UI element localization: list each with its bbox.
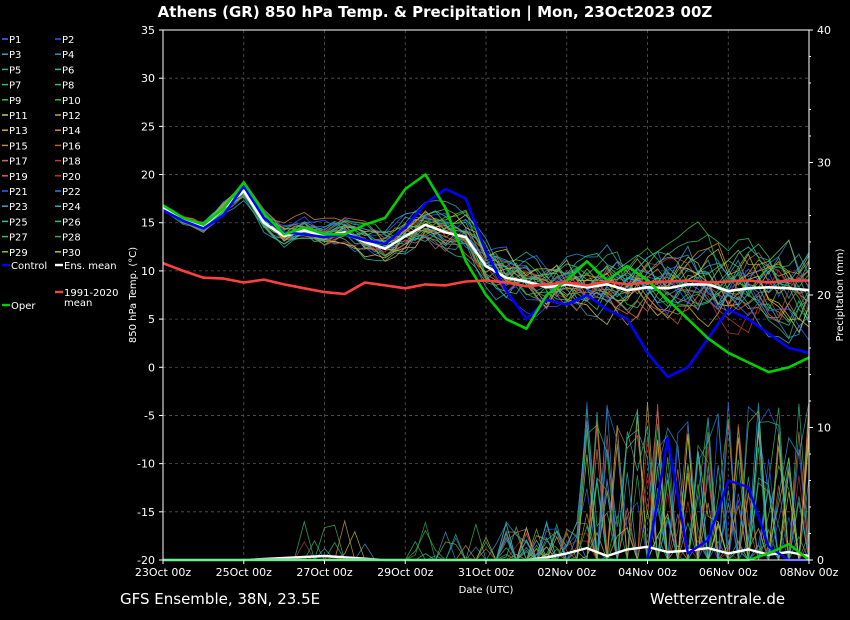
legend-label-p22: P22	[62, 187, 81, 198]
legend-label-p21: P21	[9, 187, 28, 198]
legend-label-p1: P1	[9, 35, 21, 46]
y-tick-label: 20	[141, 169, 155, 182]
footer-source: GFS Ensemble, 38N, 23.5E	[120, 590, 320, 608]
x-tick-label: 04Nov 00z	[618, 566, 677, 579]
y2-tick-label: 20	[817, 289, 831, 302]
x-tick-label: 02Nov 00z	[537, 566, 596, 579]
legend-label-p5: P5	[9, 65, 21, 76]
legend-label-climatology: 1991-2020 mean	[64, 288, 119, 309]
x-tick-label: 25Oct 00z	[216, 566, 273, 579]
legend-label-p2: P2	[62, 35, 74, 46]
member-line-p26	[162, 191, 810, 295]
legend-label-p20: P20	[62, 172, 81, 183]
legend-label-p9: P9	[9, 96, 21, 107]
series-control	[162, 184, 810, 379]
legend-label-p10: P10	[62, 96, 81, 107]
y-tick-label: 10	[141, 265, 155, 278]
legend-label-p6: P6	[62, 65, 74, 76]
y2-tick-label: 40	[817, 24, 831, 37]
x-axis-label: Date (UTC)	[459, 585, 514, 596]
legend-label-p28: P28	[62, 233, 81, 244]
y-axis-left: -20 -15 -10 -5 0 5 10 15 20 25 30 35	[137, 24, 163, 567]
y2-tick-label: 10	[817, 422, 831, 435]
legend-label-p26: P26	[62, 217, 81, 228]
series-ens-mean	[162, 189, 810, 293]
legend: P1 P2 P3 P4 P5 P6 P7 P8 P9 P10 P11 P12 P13 P14 P15 P16 P…	[2, 35, 119, 312]
y2-axis-label: Precipitation (mm)	[835, 248, 846, 341]
legend-label-p14: P14	[62, 126, 81, 137]
legend-label-p27: P27	[9, 233, 28, 244]
y-tick-label: -20	[137, 554, 155, 567]
member-line-p9	[162, 190, 810, 319]
y-tick-label: 15	[141, 217, 155, 230]
y-tick-label: -5	[144, 409, 155, 422]
legend-label-p30: P30	[62, 248, 81, 259]
x-tick-label: 06Nov 00z	[699, 566, 758, 579]
legend-label-p19: P19	[9, 172, 28, 183]
legend-label-p17: P17	[9, 157, 28, 168]
y-axis-label: 850 hPa Temp. (°C)	[128, 247, 139, 343]
legend-label-climatology-line1: 1991-2020	[64, 288, 119, 299]
footer-site: Wetterzentrale.de	[650, 590, 785, 608]
y-axis-right: 0 10 20 30 40	[809, 24, 831, 567]
legend-label-oper: Oper	[11, 301, 36, 312]
x-tick-label: 23Oct 00z	[135, 566, 192, 579]
legend-label-p3: P3	[9, 50, 21, 61]
legend-label-p18: P18	[62, 157, 81, 168]
y-tick-label: -15	[137, 506, 155, 519]
x-tick-label: 31Oct 00z	[458, 566, 515, 579]
y2-tick-label: 0	[817, 554, 824, 567]
legend-label-p11: P11	[9, 111, 28, 122]
legend-label-control: Control	[11, 261, 47, 272]
legend-label-p8: P8	[62, 81, 74, 92]
legend-label-p25: P25	[9, 217, 28, 228]
x-axis: 23Oct 00z 25Oct 00z 27Oct 00z 29Oct 00z 31Oc…	[135, 560, 839, 579]
legend-label-climatology-line2: mean	[64, 298, 92, 309]
legend-label-p23: P23	[9, 202, 28, 213]
y-tick-label: -10	[137, 458, 155, 471]
legend-label-p24: P24	[62, 202, 81, 213]
x-tick-label: 29Oct 00z	[377, 566, 434, 579]
series-oper	[162, 173, 810, 374]
y-tick-label: 5	[148, 313, 155, 326]
chart-title: Athens (GR) 850 hPa Temp. & Precipitatio…	[158, 3, 713, 22]
legend-label-p4: P4	[62, 50, 74, 61]
series-lines	[162, 173, 810, 379]
y-tick-label: 25	[141, 120, 155, 133]
legend-label-p15: P15	[9, 141, 28, 152]
legend-label-p13: P13	[9, 126, 28, 137]
legend-label-p29: P29	[9, 248, 28, 259]
y2-tick-label: 30	[817, 157, 831, 170]
y-tick-label: 35	[141, 24, 155, 37]
legend-label-p7: P7	[9, 81, 21, 92]
legend-label-ens-mean: Ens. mean	[64, 261, 117, 272]
member-line-p6	[162, 196, 810, 324]
ensemble-member-lines	[162, 181, 810, 562]
y-tick-label: 30	[141, 72, 155, 85]
series-1991-2020-mean	[162, 261, 809, 296]
legend-label-p16: P16	[62, 141, 81, 152]
legend-label-p12: P12	[62, 111, 81, 122]
y-tick-label: 0	[148, 361, 155, 374]
x-tick-label: 08Nov 00z	[780, 566, 839, 579]
x-tick-label: 27Oct 00z	[296, 566, 353, 579]
